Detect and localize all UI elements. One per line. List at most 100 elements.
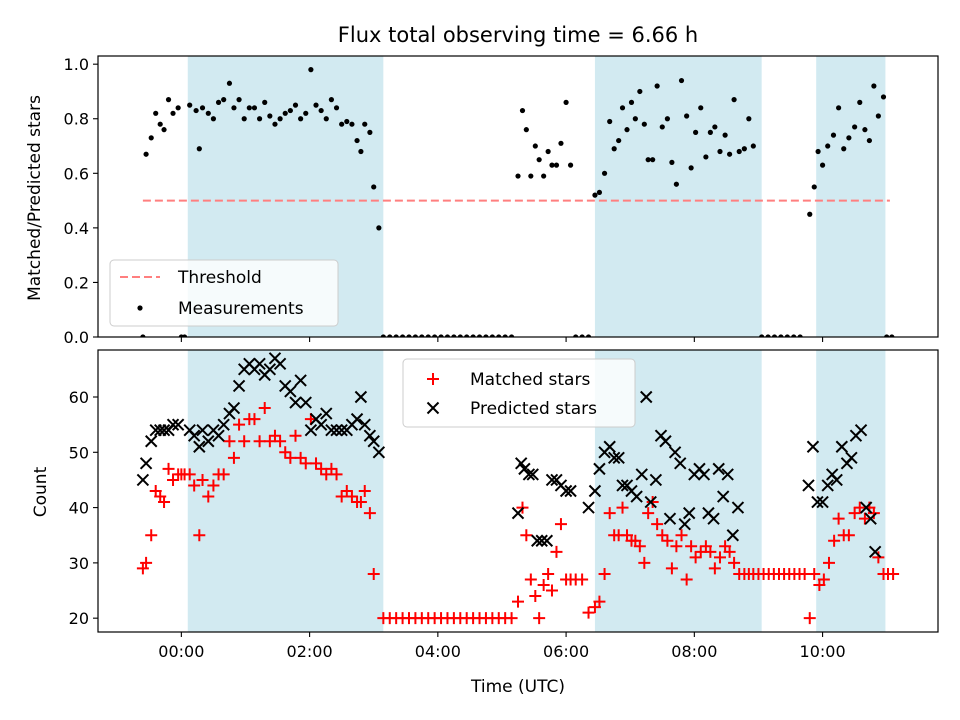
data-point bbox=[644, 495, 657, 509]
data-point bbox=[612, 451, 625, 465]
data-point bbox=[708, 562, 721, 575]
data-point bbox=[241, 116, 247, 122]
data-point bbox=[832, 512, 845, 525]
legend-measurements-label: Measurements bbox=[178, 299, 304, 319]
data-point bbox=[205, 110, 211, 116]
data-point bbox=[380, 334, 386, 337]
data-point bbox=[376, 225, 382, 231]
data-point bbox=[693, 129, 699, 135]
data-point bbox=[651, 518, 664, 531]
data-point bbox=[842, 529, 855, 542]
data-point bbox=[157, 423, 171, 437]
data-point bbox=[650, 157, 656, 163]
data-point bbox=[406, 334, 412, 337]
data-point bbox=[563, 99, 569, 105]
data-point bbox=[616, 501, 629, 514]
data-point bbox=[282, 110, 288, 116]
data-point bbox=[884, 334, 890, 337]
bottom-panel: 20 30 40 50 60 00:00 02:00 04:00 06:00 08:00 10:00… bbox=[69, 349, 939, 661]
top-panel: 0.0 0.2 0.4 0.6 0.8 1.0 Threshold Measurements bbox=[64, 55, 939, 347]
data-point bbox=[685, 540, 698, 553]
data-point bbox=[363, 429, 377, 442]
data-point bbox=[603, 507, 616, 520]
data-point bbox=[607, 451, 621, 465]
data-point bbox=[363, 507, 376, 520]
data-point bbox=[187, 429, 201, 442]
data-point bbox=[592, 192, 598, 198]
data-point bbox=[289, 396, 302, 409]
data-point bbox=[545, 473, 559, 487]
x-tick-label: 02:00 bbox=[287, 642, 333, 661]
top-y-axis-label: Matched/Predicted stars bbox=[25, 95, 45, 301]
data-point bbox=[523, 127, 529, 133]
legend-box bbox=[402, 358, 636, 428]
data-point bbox=[582, 606, 595, 619]
x-tick-label: 10:00 bbox=[800, 642, 846, 661]
data-point bbox=[533, 612, 546, 625]
data-point bbox=[199, 105, 206, 111]
data-point bbox=[358, 148, 364, 155]
shaded-span-2 bbox=[816, 56, 886, 337]
data-point bbox=[181, 334, 188, 337]
x-axis-label: Time (UTC) bbox=[470, 677, 565, 697]
data-point bbox=[674, 457, 687, 470]
data-point bbox=[344, 118, 350, 125]
data-point bbox=[284, 451, 297, 464]
data-point bbox=[284, 385, 297, 398]
data-point bbox=[540, 534, 554, 547]
data-point bbox=[438, 334, 444, 337]
data-point bbox=[196, 423, 209, 437]
data-point bbox=[537, 579, 550, 591]
data-point bbox=[522, 468, 536, 481]
data-point bbox=[797, 334, 803, 337]
data-point bbox=[256, 116, 263, 122]
shaded-span-1 bbox=[594, 56, 762, 337]
data-point bbox=[567, 162, 574, 168]
data-point bbox=[854, 423, 868, 437]
data-point bbox=[489, 334, 495, 337]
data-point bbox=[846, 135, 852, 141]
data-point bbox=[314, 418, 328, 431]
data-point bbox=[864, 512, 877, 525]
y-tick-label: 0.8 bbox=[64, 110, 89, 129]
data-point bbox=[619, 105, 626, 111]
y-tick-label: 60 bbox=[69, 388, 89, 407]
data-point bbox=[263, 435, 276, 448]
data-point bbox=[721, 468, 734, 481]
data-point bbox=[223, 435, 236, 448]
data-point bbox=[139, 457, 153, 470]
data-point bbox=[308, 67, 314, 73]
data-point bbox=[635, 468, 648, 481]
legend-label: Matched stars bbox=[470, 370, 590, 390]
data-point bbox=[669, 159, 675, 165]
data-point bbox=[175, 105, 181, 111]
data-point bbox=[675, 529, 688, 542]
data-point bbox=[554, 518, 567, 531]
legend: Matched stars Predicted stars bbox=[402, 358, 636, 428]
data-point bbox=[576, 573, 589, 586]
data-point bbox=[350, 412, 364, 426]
data-point bbox=[320, 468, 333, 481]
data-point bbox=[593, 595, 606, 608]
data-point bbox=[542, 567, 555, 580]
data-point bbox=[226, 80, 233, 86]
data-point bbox=[579, 334, 585, 337]
data-point bbox=[670, 540, 683, 553]
data-point bbox=[267, 113, 273, 119]
data-point bbox=[318, 107, 324, 114]
legend-threshold-label: Threshold bbox=[177, 268, 262, 288]
data-point bbox=[835, 440, 849, 453]
data-point bbox=[263, 363, 277, 376]
data-point bbox=[274, 435, 287, 448]
data-point bbox=[233, 418, 246, 431]
data-point bbox=[624, 127, 630, 133]
data-point bbox=[207, 479, 220, 492]
y-tick-label: 1.0 bbox=[64, 55, 89, 74]
data-point bbox=[140, 556, 153, 569]
data-point bbox=[603, 440, 616, 453]
data-point bbox=[294, 374, 307, 387]
data-point bbox=[821, 479, 834, 492]
data-point bbox=[848, 507, 861, 520]
data-point bbox=[682, 506, 696, 520]
